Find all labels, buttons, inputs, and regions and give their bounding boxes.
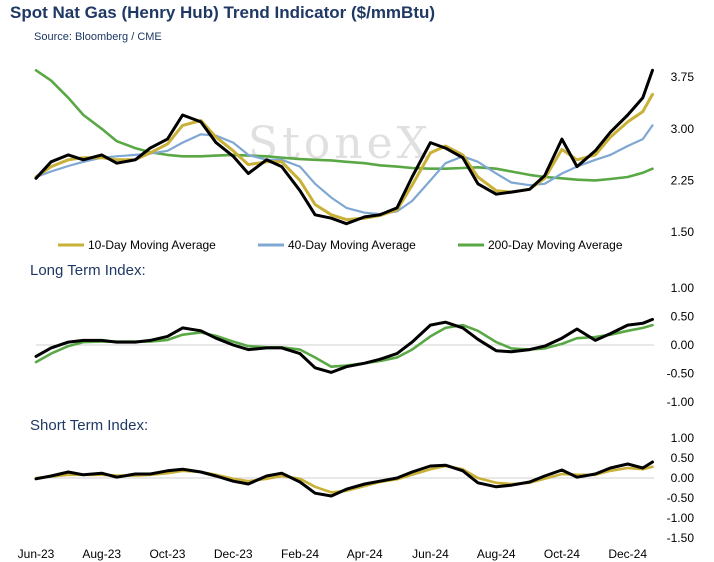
long-term-ytick-label: 1.00 (671, 281, 695, 295)
long-term-ytick-label: -0.50 (667, 367, 695, 381)
chart-source: Source: Bloomberg / CME (34, 31, 162, 43)
legend-label-ma10: 10-Day Moving Average (88, 238, 216, 252)
legend-label-ma200: 200-Day Moving Average (488, 238, 623, 252)
short-term-ytick-label: -0.50 (667, 491, 695, 505)
short-term-ytick-label: 0.50 (671, 451, 695, 465)
short-term-ytick-label: 0.00 (671, 471, 695, 485)
chart-title: Spot Nat Gas (Henry Hub) Trend Indicator… (10, 3, 436, 22)
x-axis-tick-label: Feb-24 (281, 547, 319, 561)
short-term-ytick-label: -1.00 (667, 511, 695, 525)
short-term-series-short_index (34, 460, 654, 498)
short-term-index-title: Short Term Index: (30, 417, 149, 434)
x-axis-tick-label: Aug-24 (477, 547, 516, 561)
long-term-ytick-label: -1.00 (667, 395, 695, 409)
long-term-ytick-label: 0.50 (671, 310, 695, 324)
price-ytick-label: 3.75 (671, 70, 695, 84)
price-ytick-label: 2.25 (671, 173, 695, 187)
price-series-price (34, 68, 654, 226)
x-axis-tick-label: Dec-23 (214, 547, 253, 561)
long-term-ytick-label: 0.00 (671, 338, 695, 352)
price-ytick-label: 3.00 (671, 122, 695, 136)
x-axis-tick-label: Jun-24 (412, 547, 449, 561)
legend-label-ma40: 40-Day Moving Average (288, 238, 416, 252)
x-axis-tick-label: Apr-24 (347, 547, 383, 561)
x-axis-tick-label: Oct-23 (149, 547, 185, 561)
price-ytick-label: 1.50 (671, 225, 695, 239)
long-term-index-title: Long Term Index: (30, 262, 146, 279)
x-axis-tick-label: Oct-24 (544, 547, 580, 561)
x-axis-tick-label: Dec-24 (608, 547, 647, 561)
x-axis-tick-label: Jun-23 (18, 547, 55, 561)
long-term-series-long_signal (34, 323, 654, 369)
short-term-ytick-label: 1.00 (671, 431, 695, 445)
x-axis-tick-label: Aug-23 (82, 547, 121, 561)
short-term-ytick-label: -1.50 (667, 531, 695, 545)
long-term-series-long_index (34, 317, 654, 374)
